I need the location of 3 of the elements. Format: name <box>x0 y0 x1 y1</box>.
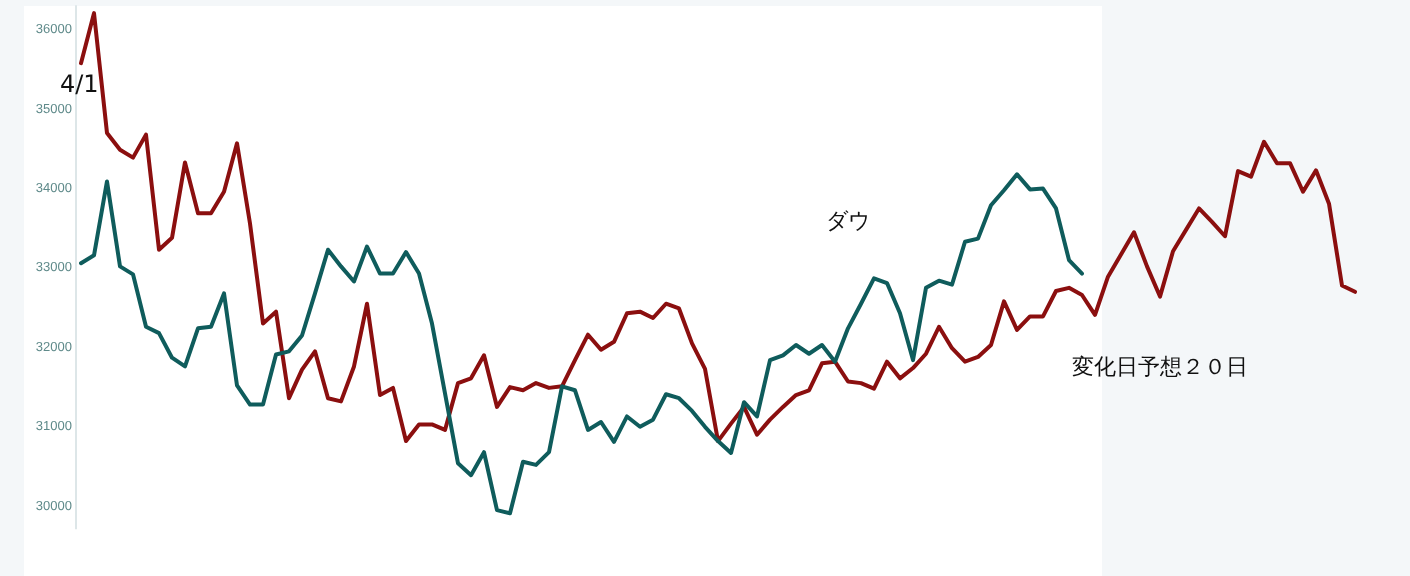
annotation: 4/1 <box>60 70 99 98</box>
annotation: 変化日予想２０日 <box>1072 354 1248 380</box>
text: ダウ <box>826 208 870 234</box>
